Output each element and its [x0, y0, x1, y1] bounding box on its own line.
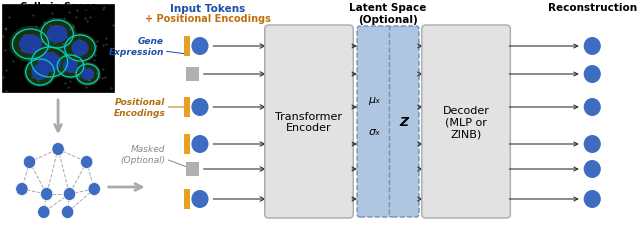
- Bar: [186, 68, 199, 82]
- Text: Masked
(Optional): Masked (Optional): [120, 145, 166, 164]
- Circle shape: [584, 66, 601, 84]
- Circle shape: [584, 135, 601, 153]
- Text: Gene
Expression: Gene Expression: [108, 37, 164, 57]
- Text: Decoder
(MLP or
ZINB): Decoder (MLP or ZINB): [443, 105, 490, 139]
- Circle shape: [191, 38, 209, 56]
- FancyBboxPatch shape: [357, 27, 391, 217]
- Circle shape: [191, 135, 209, 153]
- Text: Reconstruction: Reconstruction: [548, 3, 637, 13]
- Circle shape: [584, 38, 601, 56]
- Text: Input Tokens: Input Tokens: [170, 4, 245, 14]
- Ellipse shape: [63, 60, 78, 74]
- Bar: [186, 162, 199, 176]
- Text: μₓ: μₓ: [368, 95, 380, 105]
- Ellipse shape: [55, 54, 86, 80]
- Circle shape: [38, 206, 50, 218]
- Ellipse shape: [47, 26, 68, 44]
- Circle shape: [16, 183, 28, 196]
- Ellipse shape: [38, 53, 61, 73]
- Circle shape: [63, 188, 76, 201]
- Bar: [184, 37, 191, 57]
- Text: Latent Space
(Optional): Latent Space (Optional): [349, 3, 427, 25]
- Circle shape: [584, 190, 601, 208]
- Ellipse shape: [19, 35, 42, 55]
- Ellipse shape: [29, 46, 70, 80]
- Text: Transformer
Encoder: Transformer Encoder: [275, 111, 342, 133]
- Ellipse shape: [38, 19, 76, 51]
- Circle shape: [584, 98, 601, 117]
- Ellipse shape: [63, 34, 97, 64]
- Text: Positional
Encodings: Positional Encodings: [114, 98, 166, 117]
- Circle shape: [40, 188, 53, 201]
- Ellipse shape: [10, 27, 51, 63]
- Text: + Positional Encodings: + Positional Encodings: [145, 14, 271, 24]
- Ellipse shape: [24, 58, 56, 88]
- Ellipse shape: [74, 63, 101, 87]
- Bar: [2, 5, 115, 93]
- FancyBboxPatch shape: [422, 26, 510, 218]
- FancyBboxPatch shape: [265, 26, 353, 218]
- Circle shape: [88, 183, 100, 196]
- Circle shape: [191, 190, 209, 208]
- Text: σₓ: σₓ: [368, 126, 380, 136]
- Text: Cells in Space: Cells in Space: [20, 2, 97, 12]
- Circle shape: [23, 156, 36, 169]
- Bar: [184, 98, 191, 117]
- Circle shape: [81, 156, 93, 169]
- Ellipse shape: [72, 41, 88, 57]
- Circle shape: [52, 143, 64, 156]
- FancyBboxPatch shape: [389, 27, 419, 217]
- Ellipse shape: [81, 69, 94, 81]
- Circle shape: [61, 206, 74, 218]
- Text: Z: Z: [399, 115, 409, 128]
- Circle shape: [191, 98, 209, 117]
- Bar: [184, 189, 191, 209]
- Circle shape: [584, 160, 601, 178]
- Ellipse shape: [31, 65, 49, 81]
- Bar: [184, 134, 191, 154]
